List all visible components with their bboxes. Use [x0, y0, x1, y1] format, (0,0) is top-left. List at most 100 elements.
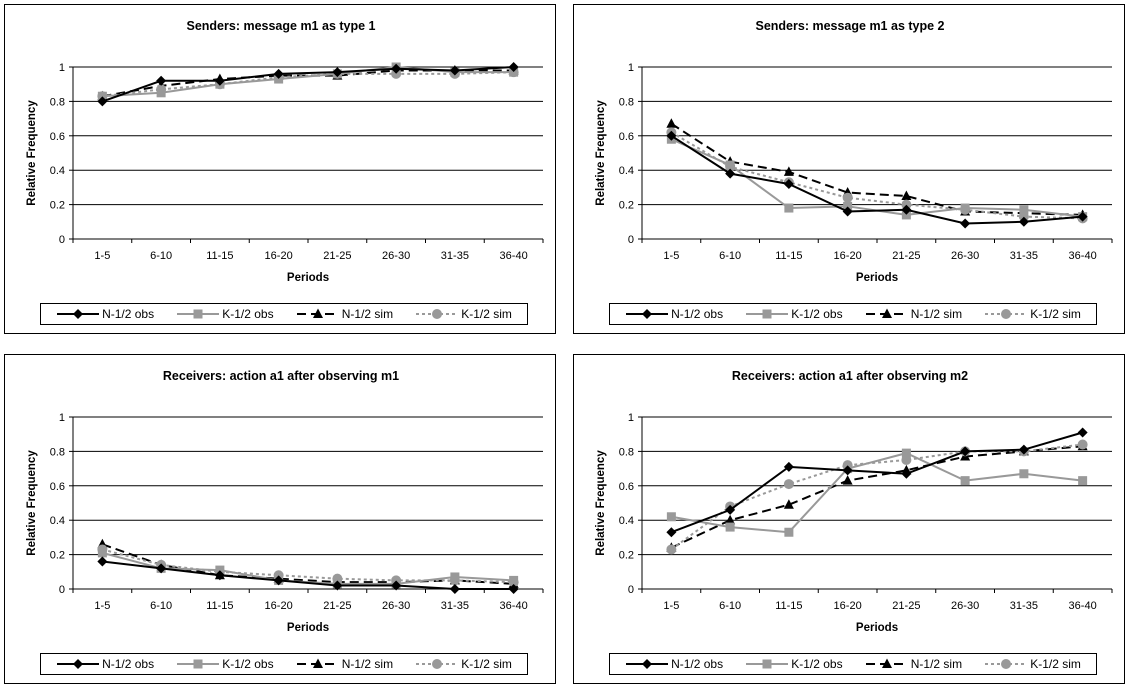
legend-item: K-1/2 sim	[415, 657, 512, 671]
legend-item: K-1/2 sim	[984, 307, 1081, 321]
y-tick-label: 0	[628, 234, 634, 246]
legend-marker	[881, 308, 892, 318]
data-point	[842, 206, 853, 217]
data-point	[214, 75, 225, 86]
legend-label: K-1/2 sim	[1030, 307, 1081, 321]
line-chart: Senders: message m1 as type 1 0 0.2 0.4 0.6 0…	[26, 19, 544, 284]
x-tick-label: 1-5	[663, 600, 679, 612]
series-n-1-2-obs	[97, 556, 519, 594]
legend-item: N-1/2 obs	[56, 307, 154, 321]
series-line	[102, 65, 514, 98]
legend-item: N-1/2 obs	[56, 657, 154, 671]
data-point	[783, 166, 794, 176]
legend-item: N-1/2 sim	[865, 307, 962, 321]
legend-marker	[193, 659, 203, 669]
legend-marker	[762, 309, 772, 319]
y-tick-label: 0.6	[619, 481, 634, 493]
y-tick-label: 0.4	[619, 165, 634, 177]
legend-item: N-1/2 sim	[296, 657, 393, 671]
data-point	[156, 75, 167, 86]
x-tick-label: 36-40	[500, 600, 528, 612]
data-point	[273, 68, 284, 79]
series-line	[102, 543, 514, 585]
legend-label: K-1/2 obs	[791, 657, 843, 671]
legend-label: K-1/2 obs	[791, 307, 843, 321]
x-tick-label: 21-25	[892, 250, 920, 262]
data-point	[783, 479, 794, 490]
x-tick-label: 6-10	[719, 250, 741, 262]
line-chart: Receivers: action a1 after observing m2 0…	[595, 369, 1113, 634]
data-point	[1018, 216, 1029, 227]
series-line	[102, 66, 514, 103]
y-tick-label: 0.6	[50, 481, 65, 493]
data-point	[1019, 469, 1029, 479]
x-tick-label: 26-30	[951, 250, 979, 262]
y-axis-label: Relative Frequency	[26, 450, 38, 556]
legend-swatch	[177, 309, 220, 319]
data-point	[783, 461, 794, 472]
x-axis-label: Periods	[856, 622, 898, 634]
x-tick-label: 31-35	[1010, 250, 1038, 262]
legend-item: N-1/2 sim	[296, 307, 393, 321]
legend-marker	[642, 309, 653, 319]
data-point	[784, 527, 794, 537]
legend-label: K-1/2 sim	[461, 307, 512, 321]
legend-swatch	[985, 659, 1028, 669]
y-tick-label: 1	[59, 62, 65, 74]
legend-marker	[642, 659, 653, 669]
data-point	[843, 201, 853, 211]
legend-swatch	[57, 309, 100, 319]
y-tick-label: 0.8	[619, 96, 634, 108]
legend-label: N-1/2 obs	[102, 307, 155, 321]
legend-swatch	[416, 659, 459, 669]
data-point	[783, 499, 794, 509]
data-point	[156, 88, 166, 98]
legend-label: N-1/2 obs	[671, 657, 724, 671]
data-point	[274, 74, 284, 84]
data-point	[842, 192, 853, 203]
legend-label: N-1/2 sim	[910, 307, 963, 321]
data-point	[666, 118, 677, 128]
y-tick-label: 0.6	[50, 131, 65, 143]
legend-swatch	[626, 309, 669, 319]
y-tick-label: 0.4	[50, 515, 65, 527]
y-tick-label: 1	[628, 62, 634, 74]
y-tick-label: 0	[628, 584, 634, 596]
legend: N-1/2 obs K-1/2 obs N-1/2 sim K-1/2 sim	[609, 653, 1097, 675]
legend: N-1/2 obs K-1/2 obs N-1/2 sim K-1/2 sim	[40, 303, 528, 325]
legend-swatch	[626, 659, 669, 669]
legend-marker	[193, 309, 203, 319]
series-line	[671, 431, 1083, 534]
series-line	[670, 445, 1083, 549]
series-n-1-2-obs	[97, 62, 519, 107]
data-point	[97, 91, 107, 101]
data-point	[97, 96, 108, 107]
x-tick-label: 1-5	[94, 600, 110, 612]
legend-marker	[1001, 309, 1012, 319]
x-tick-label: 11-15	[775, 600, 802, 612]
x-axis-label: Periods	[856, 272, 898, 284]
chart-title: Receivers: action a1 after observing m1	[163, 369, 399, 383]
legend-swatch	[177, 659, 220, 669]
data-point	[215, 565, 225, 575]
y-tick-label: 0.8	[50, 96, 65, 108]
data-point	[666, 512, 676, 522]
series-n-1-2-sim	[666, 440, 1088, 552]
legend-swatch	[746, 309, 789, 319]
legend-marker	[432, 659, 443, 669]
x-tick-label: 16-20	[834, 600, 862, 612]
legend-label: K-1/2 sim	[461, 657, 512, 671]
x-tick-label: 11-15	[206, 600, 233, 612]
data-point	[901, 210, 911, 220]
data-point	[1019, 205, 1029, 215]
data-point	[666, 527, 677, 538]
legend-item: K-1/2 sim	[415, 307, 512, 321]
series-k-1-2-sim	[666, 439, 1088, 555]
series-k-1-2-obs	[666, 448, 1088, 537]
x-tick-label: 26-30	[382, 600, 410, 612]
x-tick-label: 6-10	[150, 600, 172, 612]
legend-label: N-1/2 sim	[341, 307, 394, 321]
legend-label: N-1/2 sim	[910, 657, 963, 671]
data-point	[901, 190, 912, 200]
data-point	[450, 572, 460, 582]
